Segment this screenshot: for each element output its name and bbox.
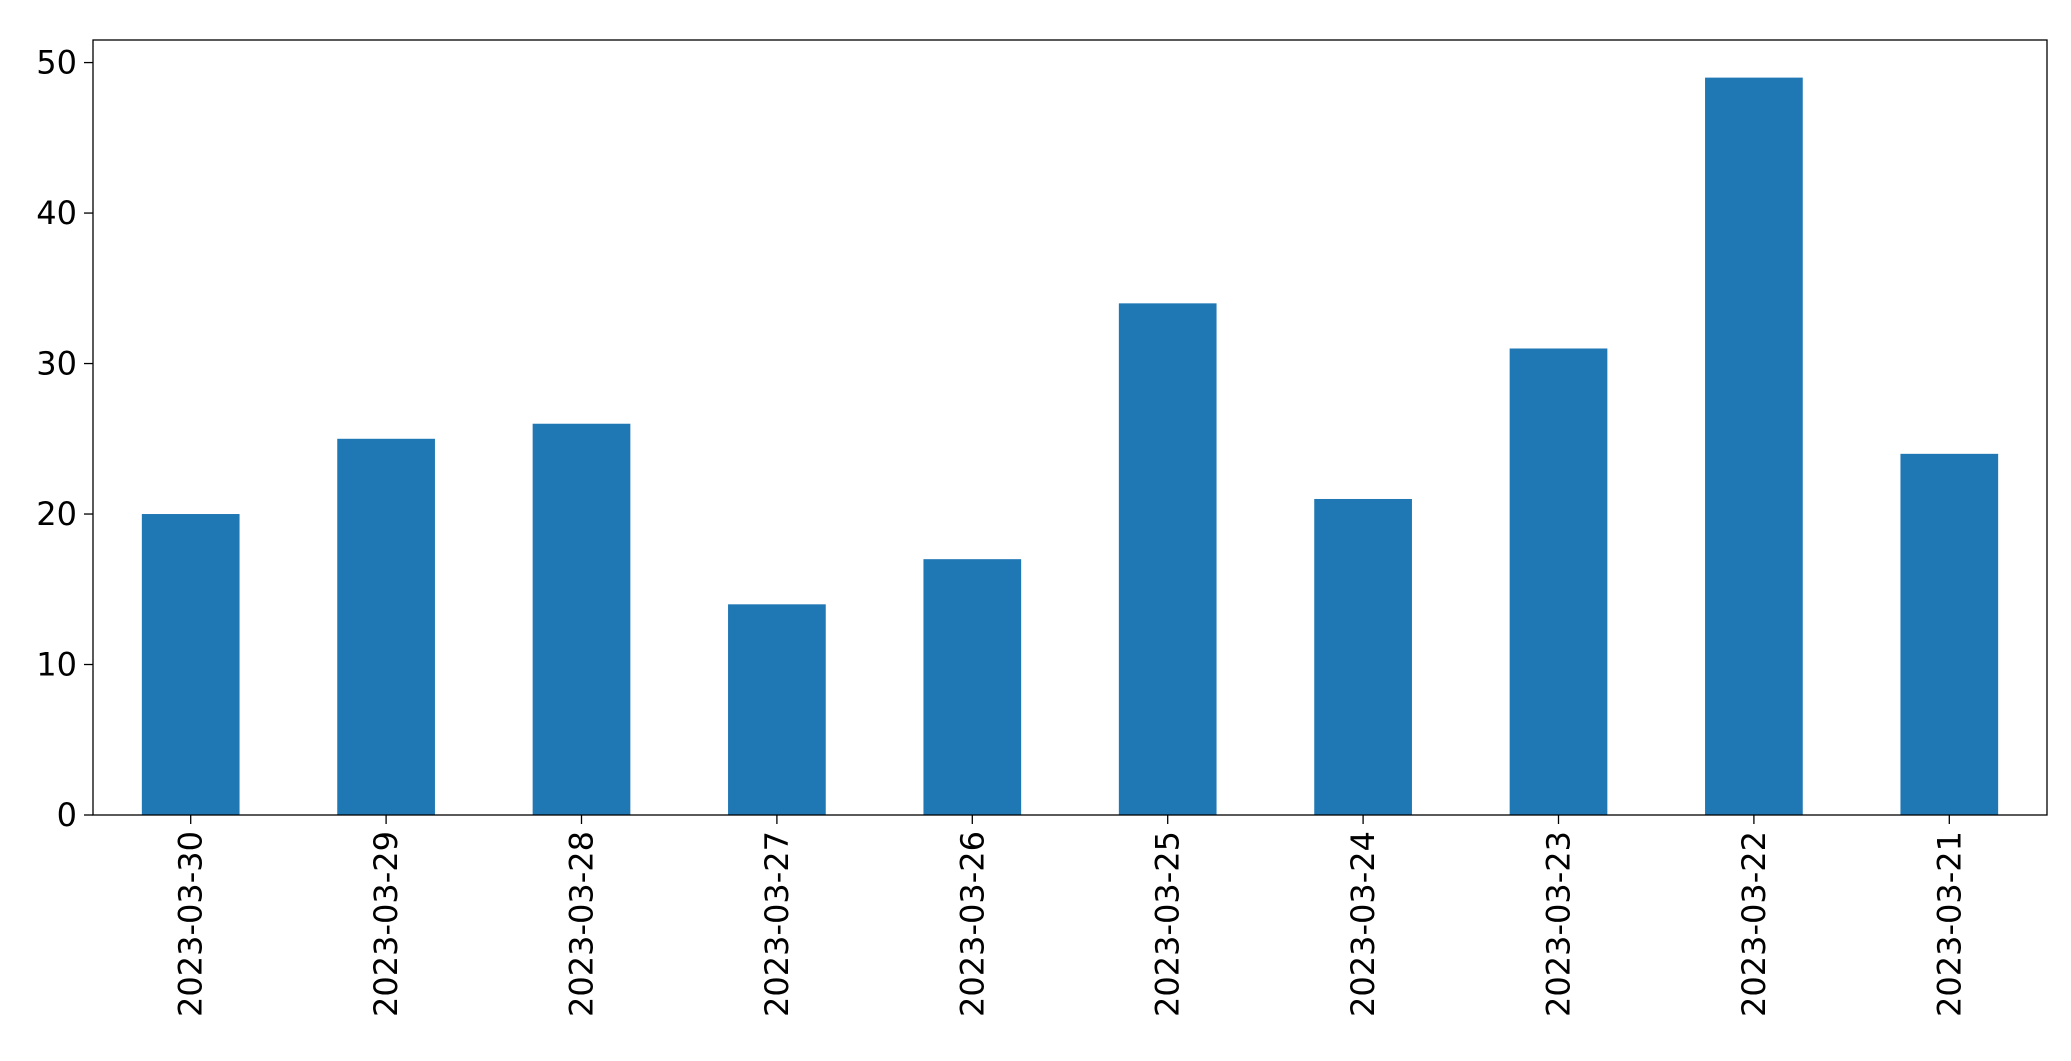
x-tick-label: 2023-03-23 bbox=[1540, 831, 1578, 1017]
bar bbox=[728, 604, 826, 815]
x-tick-label: 2023-03-26 bbox=[953, 831, 991, 1017]
x-tick-label: 2023-03-28 bbox=[563, 831, 601, 1017]
x-tick-label: 2023-03-24 bbox=[1344, 831, 1382, 1017]
x-tick-label: 2023-03-29 bbox=[367, 831, 405, 1017]
bar bbox=[1705, 77, 1803, 816]
y-tick-label: 20 bbox=[36, 495, 77, 533]
y-tick-label: 0 bbox=[57, 796, 77, 834]
x-tick-label: 2023-03-25 bbox=[1149, 831, 1187, 1017]
y-tick-label: 50 bbox=[36, 44, 77, 82]
bar bbox=[1900, 453, 1999, 815]
bar bbox=[1509, 348, 1608, 815]
bar bbox=[923, 559, 1022, 815]
x-tick-label: 2023-03-27 bbox=[758, 831, 796, 1017]
y-tick-label: 10 bbox=[36, 646, 77, 684]
bar bbox=[1118, 303, 1217, 815]
x-tick-label: 2023-03-30 bbox=[172, 831, 210, 1017]
plot-frame bbox=[92, 39, 2048, 816]
x-tick-label: 2023-03-21 bbox=[1930, 831, 1968, 1017]
bar bbox=[141, 514, 240, 815]
bar bbox=[1314, 498, 1412, 815]
y-tick-label: 40 bbox=[36, 194, 77, 232]
x-tick-label: 2023-03-22 bbox=[1735, 831, 1773, 1017]
y-tick-label: 30 bbox=[36, 345, 77, 383]
bar bbox=[337, 438, 435, 815]
bar bbox=[532, 423, 631, 815]
